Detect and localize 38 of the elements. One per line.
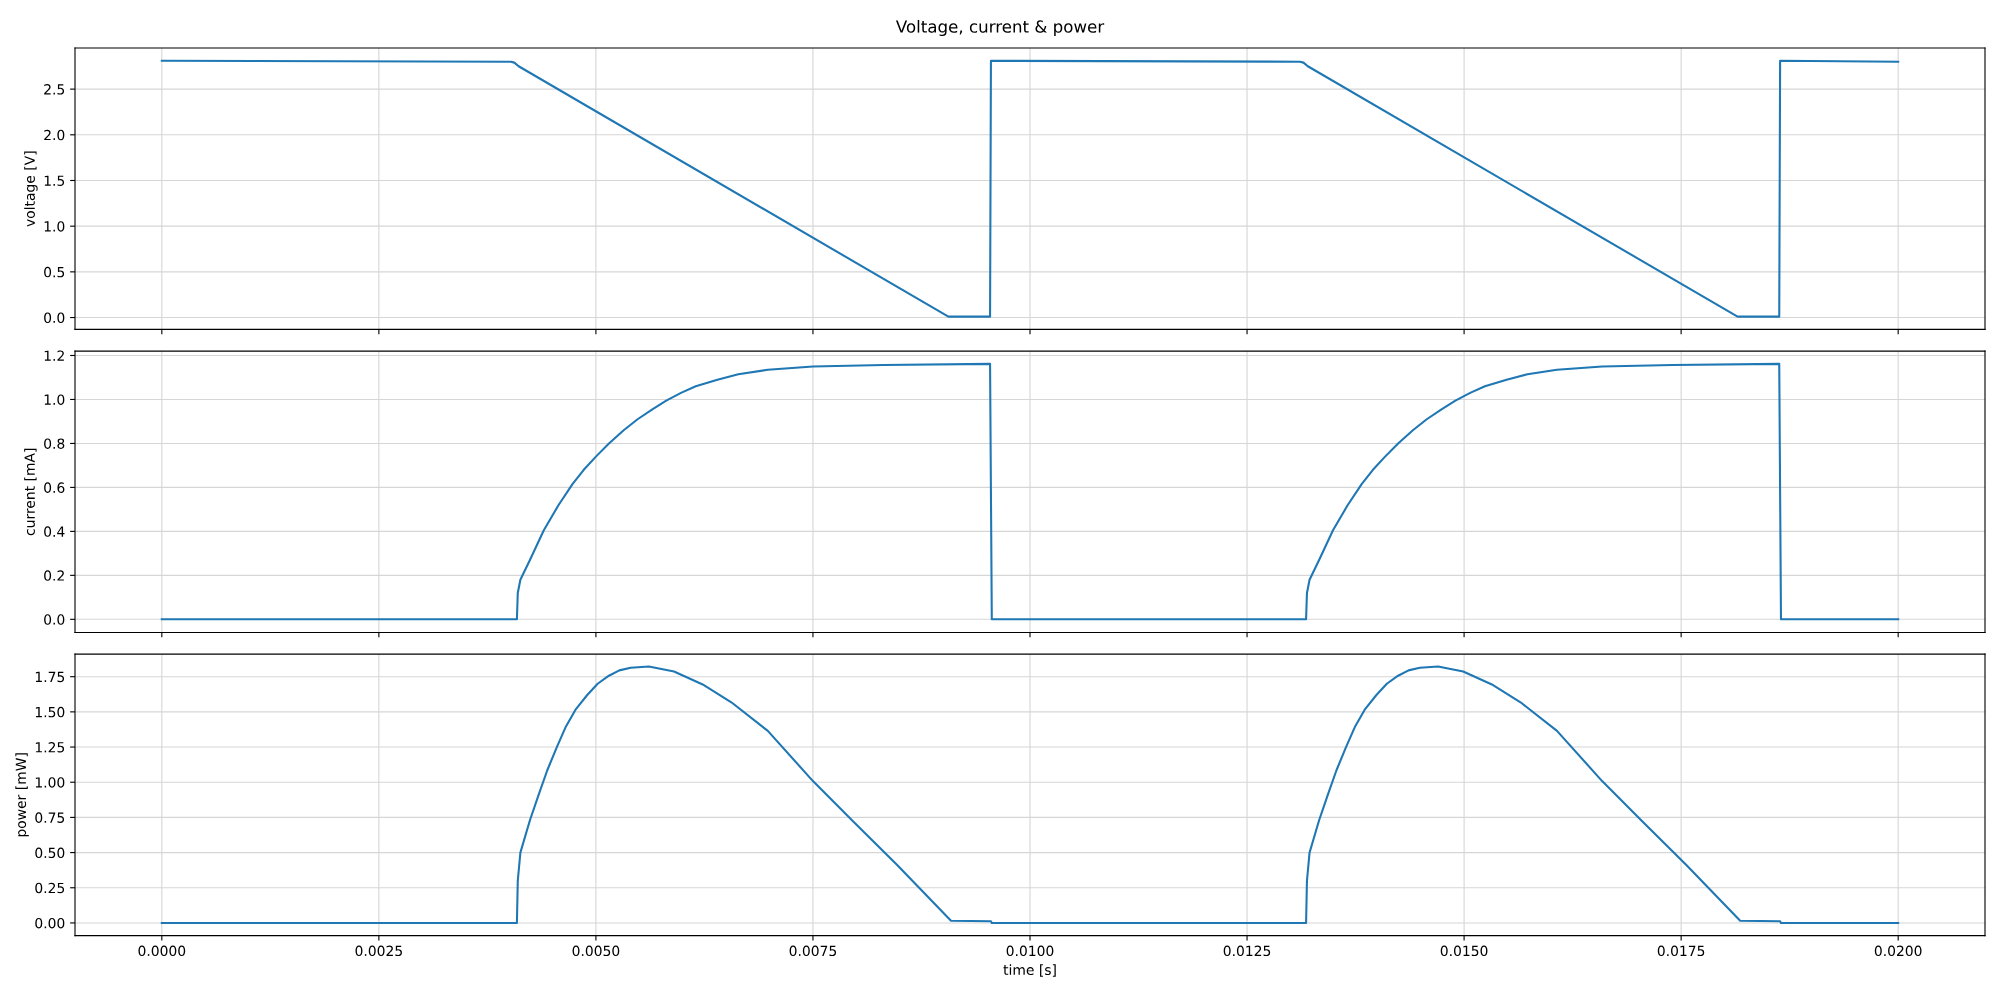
y-tick-label: 2.5 [44, 84, 65, 95]
x-tick-label: 0.0175 [1657, 945, 1705, 957]
y-tick-label: 0.2 [44, 570, 64, 581]
x-tick-label: 0.0100 [1006, 945, 1054, 957]
y-axis-title: current [mA] [24, 448, 37, 536]
y-tick-label: 0.6 [44, 482, 65, 493]
y-tick-label: 1.0 [44, 394, 65, 405]
y-tick-label: 0.8 [44, 438, 65, 449]
x-tick-label: 0.0050 [572, 945, 620, 957]
y-tick-label: 1.0 [44, 221, 65, 232]
y-tick-label: 0.4 [44, 526, 65, 537]
line-series [160, 665, 1900, 924]
line-series [160, 59, 1900, 318]
y-tick-label: 1.5 [44, 175, 65, 186]
y-tick-label: 0.0 [44, 614, 65, 625]
y-tick-label: 1.25 [35, 742, 65, 753]
x-tick-label: 0.0125 [1223, 945, 1271, 957]
chart-title: Voltage, current & power [895, 19, 1105, 37]
y-tick-label: 1.75 [35, 671, 65, 683]
y-tick-label: 1.2 [44, 350, 64, 361]
x-tick-label: 0.0150 [1440, 945, 1488, 957]
y-tick-label: 0.25 [35, 882, 65, 894]
y-tick-label: 0.50 [35, 847, 65, 859]
y-tick-label: 0.0 [44, 312, 65, 324]
y-tick-label: 0.5 [44, 266, 65, 278]
x-tick-label: 0.0075 [789, 945, 837, 957]
y-axis-title: power [mW] [15, 753, 29, 837]
y-axis-title: voltage [V] [24, 151, 38, 227]
y-tick-label: 1.50 [35, 706, 65, 718]
x-axis-title: time [s] [1003, 964, 1056, 977]
y-tick-label: 1.00 [35, 777, 65, 788]
y-tick-label: 0.75 [35, 812, 65, 823]
line-series [160, 362, 1900, 621]
y-tick-label: 2.0 [44, 129, 65, 141]
x-tick-label: 0.0000 [138, 945, 186, 957]
y-tick-label: 0.00 [35, 917, 65, 929]
x-tick-label: 0.0200 [1874, 945, 1922, 957]
x-tick-label: 0.0025 [355, 945, 402, 957]
